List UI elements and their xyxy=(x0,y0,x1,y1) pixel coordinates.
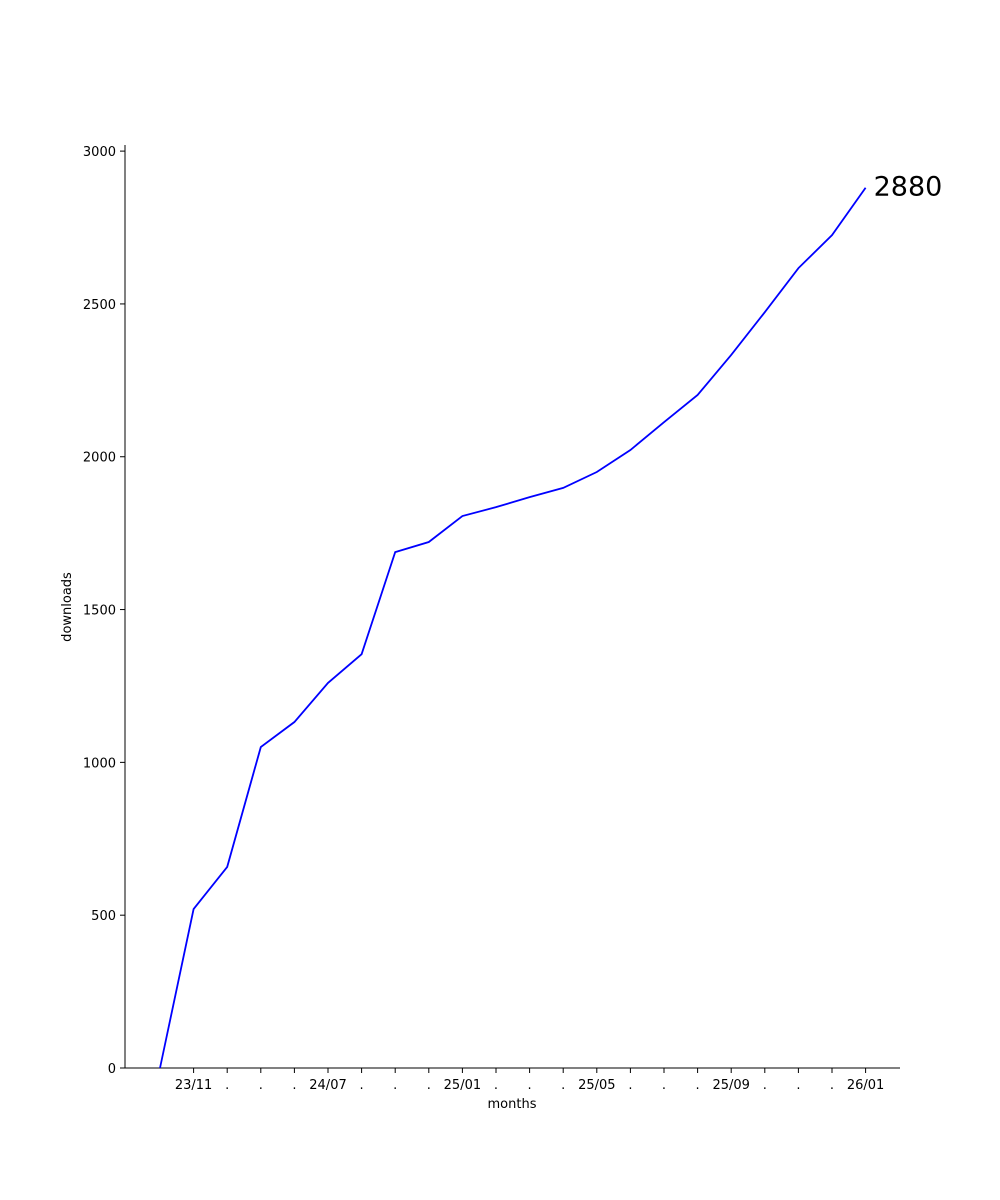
y-tick-label: 500 xyxy=(91,909,116,924)
x-tick-label: . xyxy=(763,1078,767,1093)
y-tick-label: 2000 xyxy=(83,451,116,466)
x-tick-label: . xyxy=(427,1078,431,1093)
x-axis-label: months xyxy=(488,1097,537,1112)
x-tick-label: . xyxy=(393,1078,397,1093)
x-tick-label: . xyxy=(628,1078,632,1093)
x-tick-label: 26/01 xyxy=(847,1078,884,1093)
data-line xyxy=(159,187,867,1069)
x-tick-label: . xyxy=(696,1078,700,1093)
y-tick-label: 0 xyxy=(108,1062,116,1077)
x-tick-label: . xyxy=(225,1078,229,1093)
x-tick-label: 23/11 xyxy=(175,1078,212,1093)
x-tick-label: . xyxy=(662,1078,666,1093)
y-tick-label: 1500 xyxy=(83,604,116,619)
x-tick-label: 25/01 xyxy=(444,1078,481,1093)
x-tick-label: . xyxy=(259,1078,263,1093)
y-tick-label: 3000 xyxy=(83,145,116,160)
x-tick-label: . xyxy=(360,1078,364,1093)
x-tick-label: . xyxy=(494,1078,498,1093)
x-tick-label: . xyxy=(292,1078,296,1093)
x-tick-label: . xyxy=(796,1078,800,1093)
x-tick-label: . xyxy=(561,1078,565,1093)
y-tick-label: 2500 xyxy=(83,298,116,313)
x-tick-label: . xyxy=(528,1078,532,1093)
y-tick-label: 1000 xyxy=(83,756,116,771)
x-tick-label: 25/09 xyxy=(712,1078,749,1093)
x-tick-label: 25/05 xyxy=(578,1078,615,1093)
y-axis-label: downloads xyxy=(60,572,75,642)
value-annotation: 2880 xyxy=(874,171,943,202)
x-tick-label: 24/07 xyxy=(309,1078,346,1093)
x-tick-label: . xyxy=(830,1078,834,1093)
